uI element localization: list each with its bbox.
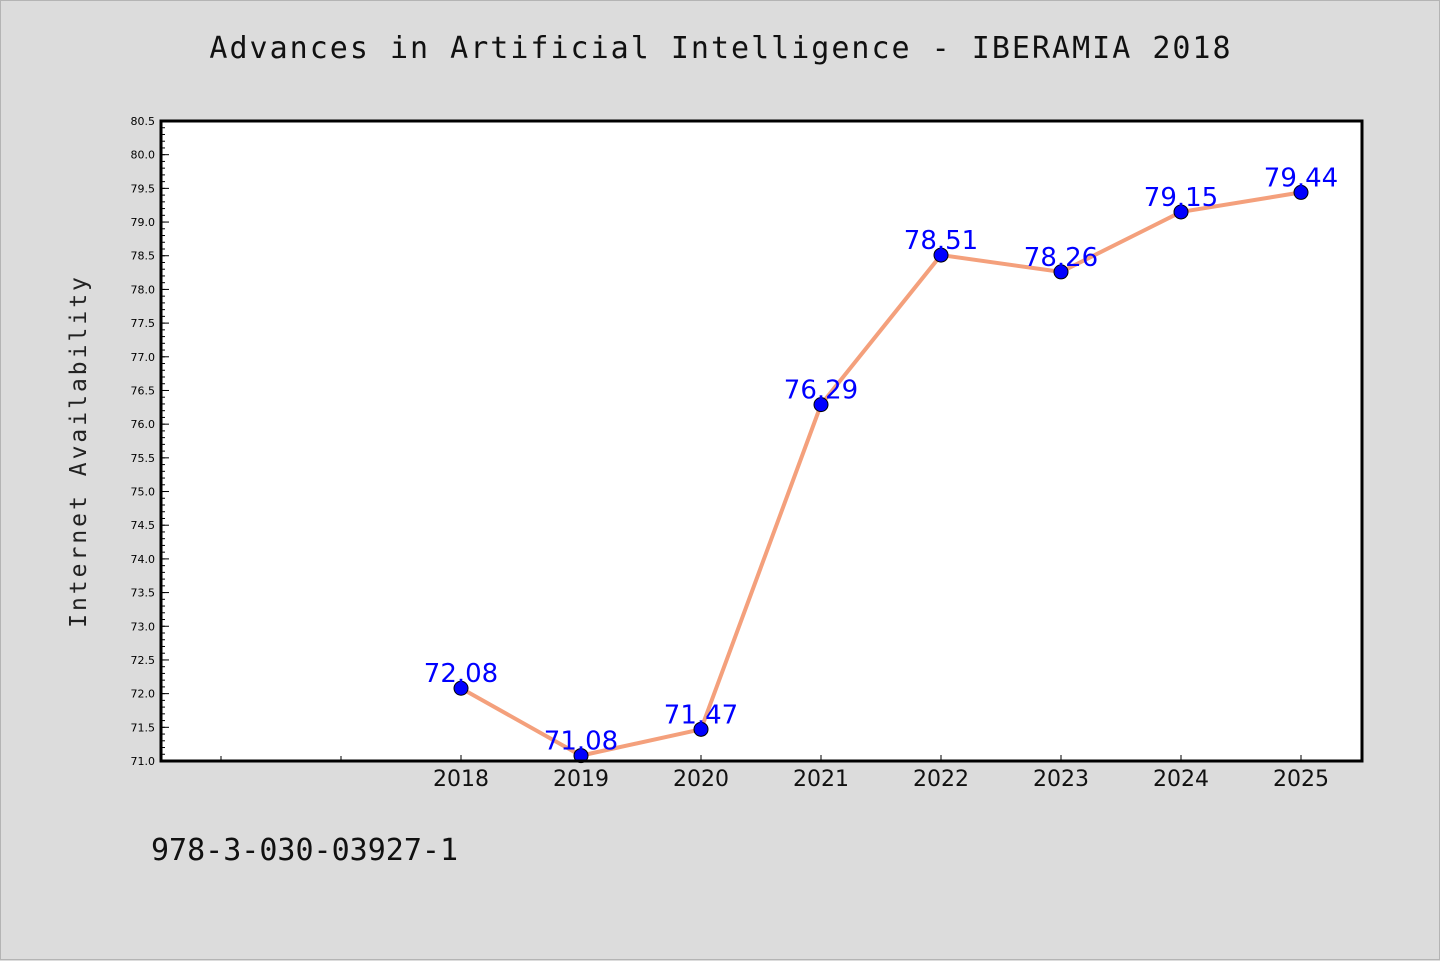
data-point bbox=[693, 721, 709, 737]
y-tick-label: 77.5 bbox=[131, 317, 156, 330]
x-tick-label: 2022 bbox=[913, 767, 969, 792]
data-label: 79.44 bbox=[1264, 163, 1338, 193]
y-tick-label: 75.5 bbox=[131, 452, 156, 465]
data-point bbox=[1053, 264, 1069, 280]
y-tick-label: 76.5 bbox=[131, 384, 156, 397]
x-tick-label: 2025 bbox=[1273, 767, 1329, 792]
data-label: 71.08 bbox=[544, 727, 618, 757]
y-tick-label: 80.0 bbox=[131, 149, 156, 162]
data-point bbox=[813, 397, 829, 413]
y-tick-label: 76.0 bbox=[131, 418, 156, 431]
y-tick-label: 78.5 bbox=[131, 250, 156, 263]
data-label: 78.51 bbox=[904, 226, 978, 256]
y-tick-label: 79.5 bbox=[131, 182, 156, 195]
x-tick-label: 2019 bbox=[553, 767, 609, 792]
plot-area bbox=[161, 121, 1362, 761]
y-tick-label: 73.5 bbox=[131, 587, 156, 600]
data-label: 76.29 bbox=[784, 376, 858, 406]
chart-title: Advances in Artificial Intelligence - IB… bbox=[209, 31, 1233, 66]
x-tick-label: 2021 bbox=[793, 767, 849, 792]
x-tick-label: 2024 bbox=[1153, 767, 1209, 792]
data-label: 72.08 bbox=[424, 659, 498, 689]
data-point bbox=[573, 748, 589, 764]
y-tick-label: 74.0 bbox=[131, 553, 156, 566]
data-label: 71.47 bbox=[664, 700, 738, 730]
y-tick-label: 78.0 bbox=[131, 283, 156, 296]
y-tick-label: 72.0 bbox=[131, 688, 156, 701]
data-point bbox=[1293, 184, 1309, 200]
y-tick-label: 77.0 bbox=[131, 351, 156, 364]
y-tick-label: 75.0 bbox=[131, 486, 156, 499]
data-point bbox=[1173, 204, 1189, 220]
y-tick-label: 74.5 bbox=[131, 519, 156, 532]
x-tick-label: 2020 bbox=[673, 767, 729, 792]
data-label: 78.26 bbox=[1024, 243, 1098, 273]
data-label: 79.15 bbox=[1144, 183, 1218, 213]
x-tick-label: 2018 bbox=[433, 767, 489, 792]
series-line bbox=[459, 190, 1303, 758]
y-tick-label: 80.5 bbox=[131, 115, 156, 128]
isbn-footer: 978-3-030-03927-1 bbox=[151, 833, 459, 868]
y-tick-label: 72.5 bbox=[131, 654, 156, 667]
y-tick-label: 71.5 bbox=[131, 721, 156, 734]
y-tick-label: 79.0 bbox=[131, 216, 156, 229]
y-tick-label: 71.0 bbox=[131, 755, 156, 768]
x-tick-label: 2023 bbox=[1033, 767, 1089, 792]
y-tick-label: 73.0 bbox=[131, 620, 156, 633]
plot-frame bbox=[159, 119, 1364, 763]
data-point bbox=[453, 680, 469, 696]
data-point bbox=[933, 247, 949, 263]
